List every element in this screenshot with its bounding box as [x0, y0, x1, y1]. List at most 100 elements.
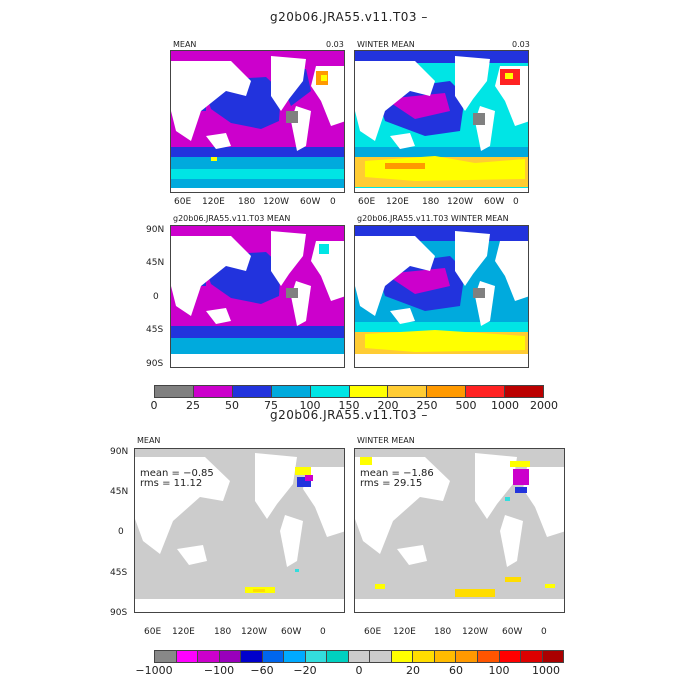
bottom-lon-tick: 120W — [241, 627, 268, 637]
bottom-lon-tick: 60W — [281, 627, 302, 637]
top-mean-map-panel — [170, 50, 345, 193]
bottom-colorbar-label: 100 — [488, 664, 510, 677]
top-panel-1-label: MEAN — [173, 40, 197, 49]
bottom-colorbar-swatch — [284, 651, 306, 662]
bottom-colorbar-swatch — [176, 651, 199, 662]
top-lat-tick: 90S — [146, 359, 164, 369]
bottom-panel-1-label: MEAN — [137, 436, 161, 445]
top-colorbar-swatch — [232, 386, 272, 397]
top-colorbar-label: 250 — [416, 399, 438, 412]
top-colorbar-label: 2000 — [530, 399, 558, 412]
top-panel-2-value: 0.03 — [512, 40, 530, 49]
top-lon-tick: 180 — [422, 197, 440, 207]
bottom-colorbar-swatch — [241, 651, 263, 662]
bottom-lon-tick: 60E — [364, 627, 382, 637]
top-lat-tick: 90N — [146, 225, 165, 235]
bottom-lon-tick: 180 — [434, 627, 452, 637]
bottom-colorbar-swatch — [305, 651, 328, 662]
top-colorbar-swatch — [193, 386, 233, 397]
bottom-lon-tick: 0 — [541, 627, 547, 637]
bottom-colorbar-swatch — [155, 651, 177, 662]
top-mean-map-2 — [171, 226, 344, 367]
top-lon-tick: 60W — [300, 197, 321, 207]
top-panel-2-label: WINTER MEAN — [357, 40, 415, 49]
bottom-colorbar-swatch — [477, 651, 500, 662]
top-colorbar-label: 150 — [338, 399, 360, 412]
bottom-lon-tick: 60W — [502, 627, 523, 637]
top-lon-tick: 0 — [513, 197, 519, 207]
bottom-panel-1-rms: rms = 11.12 — [140, 478, 203, 489]
top-colorbar-label: 200 — [377, 399, 399, 412]
top-colorbar-swatch — [310, 386, 350, 397]
bottom-lat-tick: 90S — [110, 608, 128, 618]
bottom-winter-map — [355, 449, 564, 612]
bottom-lon-tick: 120W — [462, 627, 489, 637]
bottom-colorbar-swatch — [499, 651, 522, 662]
bottom-colorbar-swatch — [262, 651, 285, 662]
bottom-lat-tick: 0 — [118, 527, 124, 537]
bottom-colorbar-swatch — [198, 651, 220, 662]
bottom-colorbar-swatch — [327, 651, 349, 662]
top-panel-4-label: g20b06.JRA55.v11.T03 WINTER MEAN — [357, 214, 509, 223]
bottom-colorbar-swatch — [370, 651, 392, 662]
top-lon-tick: 120E — [202, 197, 225, 207]
bottom-colorbar-swatch — [542, 651, 564, 662]
top-lat-tick: 45N — [146, 258, 165, 268]
top-mean-map-panel-2 — [170, 225, 345, 368]
bottom-colorbar-label: −100 — [203, 664, 235, 677]
top-colorbar-label: 50 — [225, 399, 239, 412]
top-lat-tick: 0 — [153, 292, 159, 302]
top-winter-map — [355, 51, 528, 192]
bottom-lon-tick: 0 — [320, 627, 326, 637]
bottom-colorbar — [154, 650, 564, 663]
top-colorbar-label: 0 — [150, 399, 158, 412]
top-colorbar-label: 1000 — [491, 399, 519, 412]
bottom-mean-map — [135, 449, 344, 612]
top-lon-tick: 120W — [263, 197, 290, 207]
top-lon-tick: 60E — [174, 197, 192, 207]
bottom-colorbar-swatch — [413, 651, 435, 662]
bottom-colorbar-swatch — [456, 651, 478, 662]
bottom-panel-2-rms: rms = 29.15 — [360, 478, 423, 489]
bottom-colorbar-label: −20 — [293, 664, 317, 677]
bottom-lat-tick: 90N — [110, 447, 129, 457]
bottom-colorbar-label: 1000 — [532, 664, 560, 677]
bottom-lat-tick: 45S — [110, 568, 128, 578]
bottom-colorbar-swatch — [434, 651, 457, 662]
bottom-colorbar-swatch — [521, 651, 543, 662]
top-colorbar — [154, 385, 544, 398]
bottom-panel-2-mean: mean = −1.86 — [360, 468, 434, 479]
top-colorbar-swatch — [155, 386, 194, 397]
top-colorbar-label: 500 — [455, 399, 477, 412]
top-lat-tick: 45S — [146, 325, 164, 335]
top-winter-map-panel-2 — [354, 225, 529, 368]
top-winter-map-2 — [355, 226, 528, 367]
top-colorbar-swatch — [427, 386, 467, 397]
bottom-panel-1-mean: mean = −0.85 — [140, 468, 214, 479]
top-panel-3-label: g20b06.JRA55.v11.T03 MEAN — [173, 214, 291, 223]
bottom-winter-map-panel — [354, 448, 565, 613]
top-lon-tick: 120E — [386, 197, 409, 207]
bottom-colorbar-label: −1000 — [135, 664, 173, 677]
bottom-lon-tick: 120E — [172, 627, 195, 637]
bottom-mean-map-panel — [134, 448, 345, 613]
bottom-colorbar-label: −60 — [250, 664, 274, 677]
bottom-lon-tick: 60E — [144, 627, 162, 637]
bottom-lon-tick: 120E — [393, 627, 416, 637]
top-colorbar-swatch — [349, 386, 389, 397]
bottom-colorbar-swatch — [348, 651, 371, 662]
bottom-colorbar-swatch — [219, 651, 242, 662]
bottom-colorbar-swatch — [391, 651, 414, 662]
bottom-colorbar-label: 20 — [406, 664, 420, 677]
top-colorbar-label: 75 — [264, 399, 278, 412]
top-panel-1-value: 0.03 — [326, 40, 344, 49]
top-winter-map-panel — [354, 50, 529, 193]
top-lon-tick: 60W — [484, 197, 505, 207]
bottom-lon-tick: 180 — [214, 627, 232, 637]
top-lon-tick: 120W — [447, 197, 474, 207]
bottom-colorbar-label: 60 — [449, 664, 463, 677]
bottom-panel-2-label: WINTER MEAN — [357, 436, 415, 445]
top-colorbar-swatch — [505, 386, 544, 397]
top-mean-map — [171, 51, 344, 192]
top-colorbar-swatch — [271, 386, 311, 397]
